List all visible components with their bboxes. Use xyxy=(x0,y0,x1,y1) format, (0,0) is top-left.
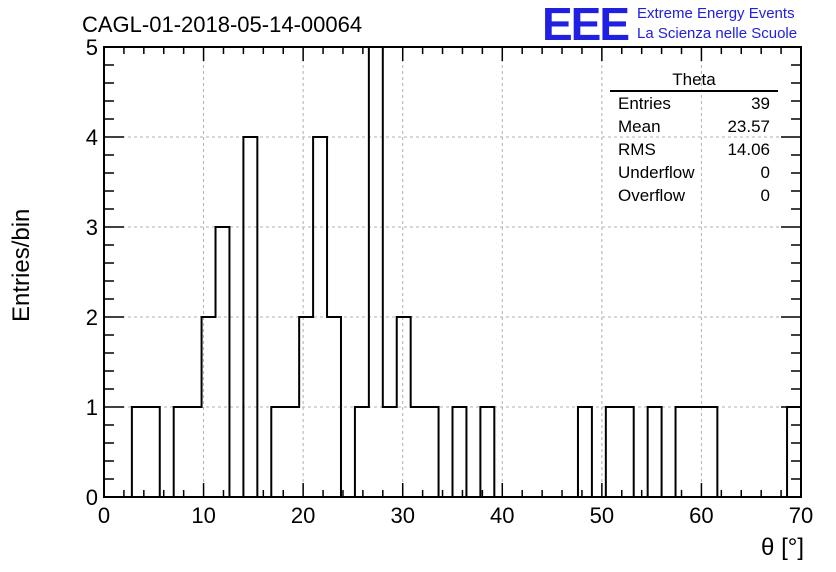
stats-row-rms: RMS 14.06 xyxy=(610,138,778,161)
stats-label: RMS xyxy=(618,140,656,159)
stats-row-overflow: Overflow 0 xyxy=(610,184,778,207)
y-tick-label: 5 xyxy=(86,35,98,60)
histogram-bin xyxy=(703,407,717,497)
histogram-bin xyxy=(146,407,160,497)
stats-row-underflow: Underflow 0 xyxy=(610,161,778,184)
histogram-bin xyxy=(132,407,146,497)
y-axis-label: Entries/bin xyxy=(8,208,35,322)
stats-row-entries: Entries 39 xyxy=(610,92,778,115)
x-tick-label: 20 xyxy=(291,503,315,528)
histogram-bin xyxy=(480,407,494,497)
histogram-bin xyxy=(174,407,188,497)
logo-line-2: La Scienza nelle Scuole xyxy=(637,25,798,42)
stats-label: Underflow xyxy=(618,163,695,182)
histogram-bin xyxy=(216,227,230,497)
histogram-bin xyxy=(425,407,439,497)
histogram-bin xyxy=(606,407,620,497)
run-title: CAGL-01-2018-05-14-00064 xyxy=(82,12,363,37)
histogram-bin xyxy=(369,47,383,497)
stats-row-mean: Mean 23.57 xyxy=(610,115,778,138)
stats-value: 23.57 xyxy=(727,117,770,136)
histogram-bin xyxy=(285,407,299,497)
y-axis-label-wrap: Entries/bin xyxy=(8,182,38,322)
histogram-bin xyxy=(271,407,285,497)
stats-label: Mean xyxy=(618,117,661,136)
histogram-outline xyxy=(104,46,801,498)
histogram-bin xyxy=(188,407,202,497)
y-tick-label: 1 xyxy=(86,395,98,420)
x-tick-label: 70 xyxy=(789,503,813,528)
y-tick-label: 4 xyxy=(86,125,98,150)
x-axis-label: θ [°] xyxy=(761,534,804,561)
stats-title: Theta xyxy=(610,70,778,92)
y-tick-label: 0 xyxy=(86,485,98,510)
x-tick-label: 40 xyxy=(490,503,514,528)
x-tick-label: 10 xyxy=(191,503,215,528)
stats-value: 39 xyxy=(751,94,770,113)
stats-label: Overflow xyxy=(618,186,686,205)
histogram-bin xyxy=(648,407,662,497)
logo-caption: Extreme Energy Events La Scienza nelle S… xyxy=(637,4,797,44)
logo-line-1: Extreme Energy Events xyxy=(637,5,795,22)
x-tick-label: 50 xyxy=(590,503,614,528)
histogram-bin xyxy=(620,407,634,497)
x-tick-label: 0 xyxy=(98,503,110,528)
histogram-bin xyxy=(787,407,801,497)
eee-logo: EEE xyxy=(542,0,630,50)
y-tick-label: 2 xyxy=(86,305,98,330)
stats-value: 0 xyxy=(760,186,770,205)
stats-value: 0 xyxy=(760,163,770,182)
x-tick-label: 30 xyxy=(390,503,414,528)
histogram-bin xyxy=(411,407,425,497)
histogram-bin xyxy=(299,317,313,497)
stats-label: Entries xyxy=(618,94,671,113)
histogram-bin xyxy=(676,407,690,497)
stats-box: Theta Entries 39 Mean 23.57 RMS 14.06 Un… xyxy=(610,70,778,207)
histogram-bin xyxy=(578,407,592,497)
stats-value: 14.06 xyxy=(727,140,770,159)
x-tick-label: 60 xyxy=(689,503,713,528)
histogram-bin xyxy=(453,407,467,497)
y-tick-label: 3 xyxy=(86,215,98,240)
histogram-bin xyxy=(383,407,397,497)
plot-frame xyxy=(103,46,802,498)
histogram-bin xyxy=(355,407,369,497)
